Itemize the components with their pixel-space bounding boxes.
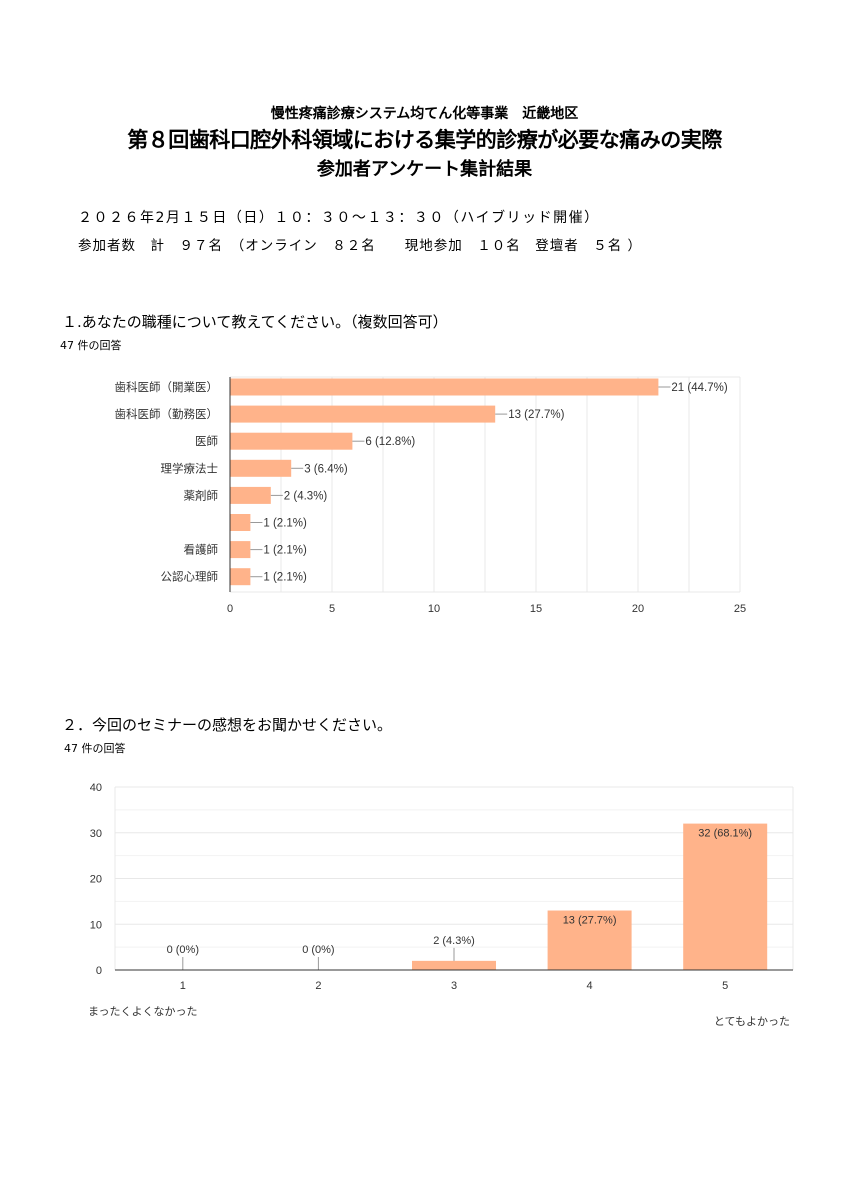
x-tick-label: 0 [227,603,233,615]
question-1-label: １.あなたの職種について教えてください。（複数回答可） [62,313,448,331]
x-tick-label: 15 [530,603,542,615]
y-category-label: 看護師 [184,543,219,557]
page-subtitle: 参加者アンケート集計結果 [316,159,533,180]
data-label: 1 (2.1%) [263,545,307,557]
y-tick-label: 20 [90,874,102,886]
bar [230,459,292,477]
data-label: 0 (0%) [167,944,199,956]
data-label: 0 (0%) [302,944,334,956]
seminar-rating-bar-chart: 0 10 20 30 40 1 0 (0%) 2 0 (0%) 3 2 (4.3%) 4 13 (27.… [88,782,794,1028]
x-tick-label: 3 [451,980,457,992]
bar [230,514,251,531]
bar [547,910,632,970]
x-tick-label: 20 [632,603,644,615]
y-tick-label: 0 [96,965,102,977]
bar [230,432,353,450]
data-label: 2 (4.3%) [433,935,475,947]
y-category-label: 理学療法士 [161,461,219,475]
x-tick-label: 10 [428,603,440,615]
x-tick-label: 25 [734,603,746,615]
data-label: 3 (6.4%) [304,463,348,475]
bar [683,823,768,970]
data-label: 21 (44.7%) [671,382,727,394]
x-tick-label: 5 [329,603,335,615]
bar [230,541,251,559]
page-title: 第８回歯科口腔外科領域における集学的診療が必要な痛みの実際 [127,128,722,152]
y-category-label: 歯科医師（開業医） [115,380,219,394]
x-tick-label: 5 [722,980,728,992]
y-category-label: 歯科医師（勤務医） [115,407,219,421]
data-label: 13 (27.7%) [563,915,617,927]
x-tick-label: 1 [180,980,186,992]
bar [230,378,659,396]
bar [412,960,496,970]
bar [230,486,271,504]
x-tick-label: 4 [587,980,593,992]
x-tick-label: 2 [315,980,321,992]
job-type-bar-chart: 0 5 10 15 20 25 歯科医師（開業医） 21 (44.7%) 歯科医師（勤務医） 13… [115,376,746,615]
data-label: 32 (68.1%) [698,828,752,840]
question-2-label: ２．今回のセミナーの感想をお聞かせください。 [62,716,393,734]
data-label: 1 (2.1%) [263,518,307,530]
y-category-label: 薬剤師 [184,488,219,502]
data-label: 6 (12.8%) [365,436,415,448]
scale-high-label: とてもよかった [714,1015,790,1028]
question-2-response-count: 47 件の回答 [64,742,126,755]
event-date: ２０２６年2月１５日（日）１０：３０～１３：３０（ハイブリッド開催） [78,210,600,226]
subtitle: 慢性疼痛診療システム均てん化等事業 近畿地区 [270,106,579,122]
attendance-count: 参加者数 計 ９７名 （オンライン ８２名 現地参加 １０名 登壇者 ５名 ） [78,238,643,254]
data-label: 1 (2.1%) [263,572,307,584]
y-category-label: 医師 [195,435,218,448]
bar [230,405,496,423]
data-label: 13 (27.7%) [508,409,564,421]
scale-low-label: まったくよくなかった [88,1005,198,1018]
data-label: 2 (4.3%) [284,490,328,502]
y-category-label: 公認心理師 [161,570,219,584]
question-1-response-count: 47 件の回答 [60,339,122,352]
y-tick-label: 10 [90,919,102,931]
y-tick-label: 30 [90,828,102,840]
y-tick-label: 40 [90,782,102,794]
bar [230,568,251,586]
